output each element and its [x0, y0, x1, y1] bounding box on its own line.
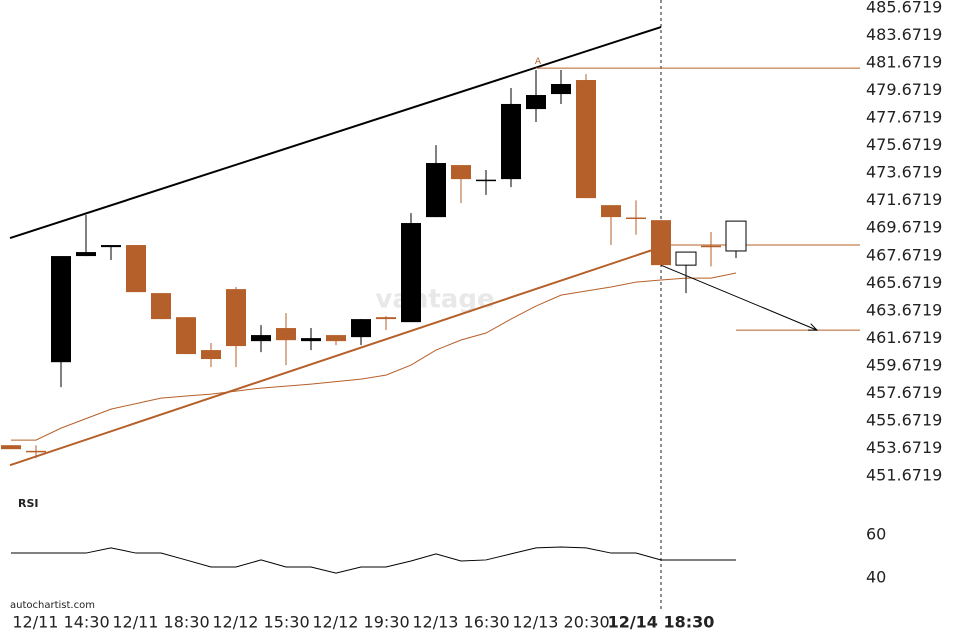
moving-average [11, 272, 737, 441]
x-tick-label: 12/12 19:30 [312, 613, 409, 632]
candle-body [376, 317, 396, 320]
y-tick-label: 459.6719 [866, 355, 942, 374]
y-tick-label: 451.6719 [866, 466, 942, 485]
y-tick-label: 467.6719 [866, 245, 942, 264]
y-tick-label: 485.6719 [866, 0, 942, 17]
candle-body [675, 251, 697, 266]
y-tick-label: 455.6719 [866, 410, 942, 429]
candle-body [126, 245, 146, 293]
candle-body [151, 293, 171, 320]
candle-body [1, 445, 21, 450]
y-tick-label: 471.6719 [866, 190, 942, 209]
trendline [9, 246, 662, 467]
candle-body [651, 220, 671, 266]
y-tick-label: 481.6719 [866, 53, 942, 72]
y-tick-label: 457.6719 [866, 383, 942, 402]
y-tick-label: 483.6719 [866, 25, 942, 44]
candle-body [351, 319, 371, 338]
rsi-tick-label: 40 [866, 568, 886, 587]
candle-body [26, 450, 46, 453]
candle-body [501, 103, 521, 180]
rsi-tick-label: 60 [866, 525, 886, 544]
candle-body [601, 205, 621, 218]
x-tick-label: 12/11 18:30 [112, 613, 209, 632]
watermark: vantage [375, 285, 494, 315]
candle-body [476, 179, 496, 182]
rsi-line [11, 546, 736, 574]
y-tick-label: 461.6719 [866, 328, 942, 347]
y-tick-label: 477.6719 [866, 108, 942, 127]
candle-body [251, 335, 271, 342]
candle-body [526, 95, 546, 110]
x-tick-label: 12/12 15:30 [212, 613, 309, 632]
y-tick-label: 463.6719 [866, 300, 942, 319]
candle-body [576, 80, 596, 199]
candle-body [626, 217, 646, 220]
y-tick-label: 475.6719 [866, 135, 942, 154]
annotation: A [535, 57, 542, 67]
rsi-label: RSI [18, 497, 39, 510]
candle-body [551, 84, 571, 95]
candle-body [701, 245, 721, 248]
forecast-arrow [660, 264, 818, 331]
candle-body [101, 245, 121, 248]
y-tick-label: 465.6719 [866, 273, 942, 292]
candle-body [51, 256, 71, 363]
candle-body [301, 338, 321, 342]
candle-body [276, 328, 296, 341]
x-tick-label: 12/13 16:30 [412, 613, 509, 632]
candle-body [176, 317, 196, 355]
candle-body [76, 252, 96, 257]
candle-body [226, 289, 246, 347]
candle-body [326, 335, 346, 342]
candle-body [426, 163, 446, 218]
x-tick-label: 12/11 14:30 [12, 613, 109, 632]
x-tick-label: 12/13 20:30 [512, 613, 609, 632]
candle-body [451, 165, 471, 180]
arrow-head [807, 323, 819, 331]
candle-body [201, 350, 221, 360]
y-tick-label: 469.6719 [866, 218, 942, 237]
trendline [9, 26, 662, 239]
y-tick-label: 479.6719 [866, 80, 942, 99]
candle-body [401, 223, 421, 323]
y-tick-label: 473.6719 [866, 163, 942, 182]
y-tick-label: 453.6719 [866, 438, 942, 457]
candle-body [725, 220, 747, 252]
credit: autochartist.com [10, 600, 95, 611]
x-tick-label: 12/14 18:30 [608, 613, 715, 632]
